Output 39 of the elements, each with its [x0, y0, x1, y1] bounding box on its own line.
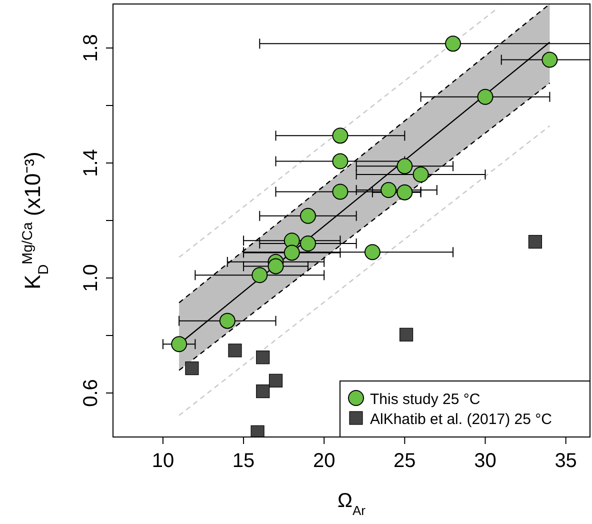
point: [256, 350, 270, 364]
point: [396, 184, 413, 200]
point: [252, 267, 268, 284]
x-tick-label: 10: [152, 450, 174, 472]
y-tick-label: 0.6: [80, 379, 102, 407]
point: [284, 244, 300, 261]
point: [477, 88, 494, 105]
point: [268, 374, 283, 388]
point: [300, 236, 316, 252]
point: [396, 158, 413, 174]
legend-label: AlKhatib et al. (2017) 25 °C: [370, 411, 552, 428]
point: [171, 336, 188, 352]
point: [332, 153, 348, 170]
x-tick-label: 20: [312, 450, 336, 472]
y-tick-label: 1.8: [80, 34, 102, 62]
x-tick-label: 25: [394, 450, 416, 472]
point: [219, 312, 236, 329]
point: [332, 184, 348, 200]
x-tick-label: 35: [554, 450, 577, 472]
y-tick-label: 1.4: [80, 149, 102, 177]
x-tick-label: 15: [232, 450, 255, 472]
point: [268, 258, 284, 274]
point: [228, 344, 242, 358]
point: [332, 128, 348, 144]
x-tick-label: 30: [474, 450, 496, 472]
point: [256, 384, 270, 398]
x-axis-title: Ω$_{Ar}$: [338, 490, 366, 518]
y-tick-label: 1.0: [80, 264, 102, 292]
point: [445, 36, 462, 52]
point: [250, 425, 264, 437]
point: [380, 182, 397, 198]
point: [528, 234, 542, 249]
point: [185, 361, 199, 376]
point: [364, 244, 380, 260]
point: [300, 208, 316, 224]
point: [412, 166, 429, 182]
point: [399, 328, 414, 342]
point: [542, 52, 558, 68]
legend-label: This study 25 °C: [370, 391, 480, 408]
